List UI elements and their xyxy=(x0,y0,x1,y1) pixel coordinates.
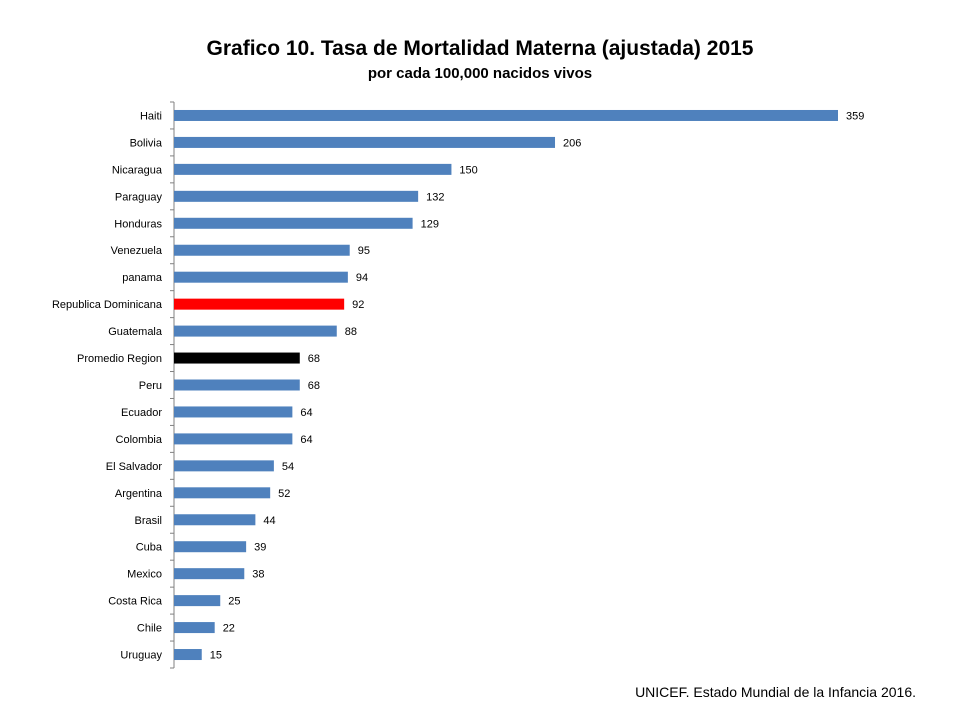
data-label: 22 xyxy=(223,623,235,635)
data-label: 88 xyxy=(345,326,357,338)
bar xyxy=(174,244,350,256)
data-label: 150 xyxy=(459,164,477,176)
category-label: Paraguay xyxy=(115,191,163,203)
data-label: 206 xyxy=(563,137,581,149)
title-block: Grafico 10. Tasa de Mortalidad Materna (… xyxy=(0,36,960,84)
category-label: Argentina xyxy=(115,488,163,500)
data-label: 39 xyxy=(254,542,266,554)
data-label: 68 xyxy=(308,380,320,392)
category-label: Nicaragua xyxy=(112,164,163,176)
bar xyxy=(174,622,215,634)
category-label: Brasil xyxy=(134,515,162,527)
data-label: 129 xyxy=(421,218,439,230)
chart-title: Grafico 10. Tasa de Mortalidad Materna (… xyxy=(206,37,754,60)
bar xyxy=(174,514,256,526)
data-label: 38 xyxy=(252,569,264,581)
data-label: 68 xyxy=(308,353,320,365)
data-label: 25 xyxy=(228,596,240,608)
category-label: Promedio Region xyxy=(77,353,162,365)
category-label: Republica Dominicana xyxy=(52,299,163,311)
category-label: Ecuador xyxy=(121,407,162,419)
data-label: 132 xyxy=(426,191,444,203)
data-label: 44 xyxy=(263,515,275,527)
data-label: 64 xyxy=(300,434,312,446)
category-label: El Salvador xyxy=(106,461,163,473)
bar xyxy=(174,136,556,148)
bar xyxy=(174,352,300,364)
data-label: 52 xyxy=(278,488,290,500)
bar xyxy=(174,379,300,391)
data-label: 54 xyxy=(282,461,294,473)
category-label: Haiti xyxy=(140,110,162,122)
category-label: Uruguay xyxy=(120,650,162,662)
source-note: UNICEF. Estado Mundial de la Infancia 20… xyxy=(635,684,916,700)
bar xyxy=(174,595,221,607)
bar xyxy=(174,541,247,553)
category-label: Mexico xyxy=(127,569,162,581)
category-label: Chile xyxy=(137,623,162,635)
data-label: 359 xyxy=(846,110,864,122)
category-label: Colombia xyxy=(116,434,163,446)
bar xyxy=(174,298,345,310)
bar xyxy=(174,568,245,580)
category-label: Guatemala xyxy=(108,326,163,338)
chart-subtitle: por cada 100,000 nacidos vivos xyxy=(367,65,593,82)
data-label: 64 xyxy=(300,407,312,419)
bar xyxy=(174,649,202,661)
category-label: Peru xyxy=(139,380,162,392)
bar xyxy=(174,433,293,445)
bar xyxy=(174,190,419,202)
bar xyxy=(174,163,452,175)
bar xyxy=(174,271,348,283)
category-label: Cuba xyxy=(136,542,163,554)
bar xyxy=(174,460,274,472)
category-label: Honduras xyxy=(114,218,162,230)
bar xyxy=(174,325,337,337)
category-label: Costa Rica xyxy=(108,596,163,608)
category-label: Venezuela xyxy=(111,245,163,257)
category-label: Bolivia xyxy=(130,137,163,149)
data-label: 15 xyxy=(210,650,222,662)
bar xyxy=(174,406,293,418)
data-label: 92 xyxy=(352,299,364,311)
bar xyxy=(174,109,838,121)
data-label: 95 xyxy=(358,245,370,257)
category-label: panama xyxy=(122,272,163,284)
data-label: 94 xyxy=(356,272,368,284)
bar xyxy=(174,487,271,499)
bar xyxy=(174,217,413,229)
